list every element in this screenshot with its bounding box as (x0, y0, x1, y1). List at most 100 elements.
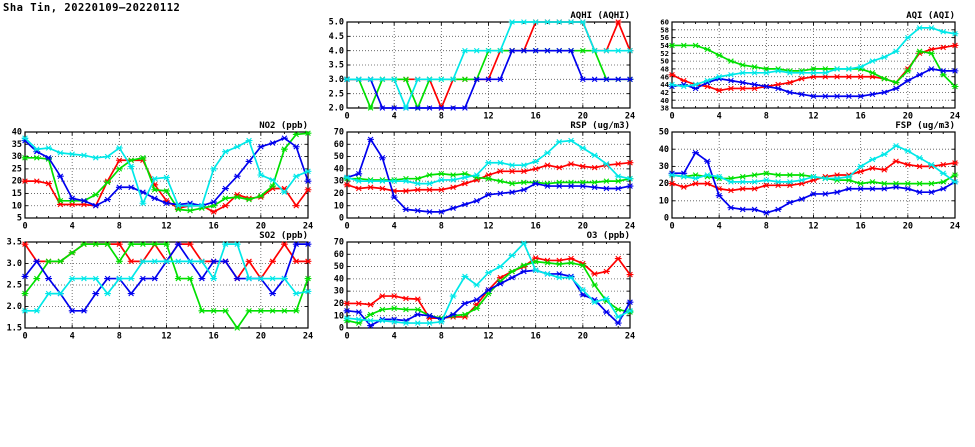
x-tick-label: 4 (717, 112, 722, 122)
y-tick-label: 30 (12, 152, 22, 162)
x-tick-label: 0 (344, 222, 349, 232)
x-tick-label: 24 (303, 332, 313, 342)
y-tick-label: 60 (660, 18, 669, 27)
chart-title: AQI (AQI) (906, 11, 955, 21)
y-tick-label: 2.0 (329, 104, 344, 114)
y-tick-label: 4.5 (329, 32, 344, 42)
series-markers-blue (668, 66, 959, 100)
x-tick-label: 24 (950, 222, 960, 232)
y-tick-label: 58 (660, 25, 669, 34)
y-tick-label: 46 (660, 72, 669, 81)
chart-o3: 0 10 20 30 40 50 60 70 0 4 8 12 16 20 24 O3 (ppb) (322, 228, 636, 342)
x-tick-label: 12 (161, 332, 171, 342)
x-tick-label: 4 (392, 332, 397, 342)
series-markers-cyan (21, 135, 312, 209)
x-tick-label: 4 (392, 222, 397, 232)
x-tick-label: 20 (256, 332, 266, 342)
y-tick-label: 40 (659, 145, 669, 155)
x-tick-label: 8 (117, 332, 122, 342)
y-tick-label: 3.0 (329, 75, 344, 85)
x-tick-label: 0 (669, 222, 674, 232)
x-tick-label: 24 (303, 222, 313, 232)
y-tick-label: 3.5 (329, 61, 344, 71)
series-markers-cyan (21, 241, 312, 314)
y-tick-label: 10 (334, 201, 344, 211)
x-tick-label: 12 (808, 222, 818, 232)
x-tick-label: 16 (209, 332, 219, 342)
series-line-green (24, 243, 309, 330)
x-tick-label: 20 (578, 112, 588, 122)
y-tick-label: 3.5 (7, 238, 22, 248)
y-tick-label: 2.0 (7, 302, 22, 312)
y-tick-label: 3.0 (7, 259, 22, 269)
chart-canvas: 0 10 20 30 40 50 60 70 0 4 8 12 16 20 24 RSP (ug/m3) (334, 121, 635, 232)
y-tick-label: 50 (334, 262, 344, 272)
y-tick-label: 15 (12, 189, 22, 199)
y-tick-label: 20 (334, 299, 344, 309)
series-line-blue (672, 151, 956, 214)
x-tick-label: 16 (856, 222, 866, 232)
x-tick-label: 16 (531, 222, 541, 232)
x-tick-label: 0 (669, 112, 674, 122)
y-tick-label: 20 (659, 179, 669, 189)
x-tick-label: 16 (856, 112, 866, 122)
chart-aqhi: 2.0 2.5 3.0 3.5 4.0 4.5 5.0 0 4 8 12 16 20 24 AQHI (AQ… (322, 8, 636, 122)
x-tick-label: 24 (950, 112, 960, 122)
y-tick-label: 0 (664, 214, 669, 224)
y-tick-label: 40 (12, 128, 22, 138)
series-markers-green (343, 258, 634, 326)
y-tick-label: 42 (660, 88, 669, 97)
x-tick-label: 8 (764, 112, 769, 122)
y-tick-label: 10 (659, 196, 669, 206)
chart-canvas: 5 10 15 20 25 30 35 40 0 4 8 12 16 20 24 NO2 (ppb) (12, 121, 313, 232)
y-tick-label: 5 (17, 214, 22, 224)
chart-canvas: 1.5 2.0 2.5 3.0 3.5 0 4 8 12 16 20 24 SO2 (ppb) (7, 231, 313, 342)
y-tick-label: 4.0 (329, 46, 344, 56)
y-tick-label: 50 (660, 57, 669, 66)
y-tick-label: 38 (660, 104, 669, 113)
y-tick-label: 30 (334, 287, 344, 297)
y-tick-label: 50 (659, 128, 669, 138)
series-markers-cyan (343, 240, 634, 326)
series-line-green (346, 260, 631, 324)
y-tick-label: 54 (660, 41, 669, 50)
x-tick-label: 8 (439, 332, 444, 342)
series-markers-red (343, 159, 634, 194)
x-tick-label: 20 (578, 332, 588, 342)
chart-so2: 1.5 2.0 2.5 3.0 3.5 0 4 8 12 16 20 24 SO2 (ppb) (0, 228, 314, 342)
chart-canvas: 2.0 2.5 3.0 3.5 4.0 4.5 5.0 0 4 8 12 16 20 24 AQHI (AQ… (329, 11, 635, 122)
x-tick-label: 8 (439, 222, 444, 232)
series-markers-green (343, 170, 634, 187)
x-tick-label: 8 (117, 222, 122, 232)
y-tick-label: 0 (339, 214, 344, 224)
chart-canvas: 0 10 20 30 40 50 60 70 0 4 8 12 16 20 24 O3 (ppb) (334, 231, 635, 342)
chart-fsp: 0 10 20 30 40 50 0 4 8 12 16 20 24 FSP (ug/m3) (647, 118, 961, 232)
y-tick-label: 30 (659, 162, 669, 172)
x-tick-label: 16 (531, 112, 541, 122)
series-markers-cyan (668, 142, 959, 185)
series-markers-red (668, 158, 959, 194)
x-tick-label: 12 (808, 112, 818, 122)
y-tick-label: 44 (660, 80, 669, 89)
y-tick-label: 10 (334, 311, 344, 321)
series-markers-blue (668, 149, 959, 216)
x-tick-label: 0 (22, 332, 27, 342)
chart-canvas: 0 10 20 30 40 50 0 4 8 12 16 20 24 FSP (ug/m3) (659, 121, 960, 232)
y-tick-label: 20 (12, 177, 22, 187)
y-tick-label: 20 (334, 189, 344, 199)
x-tick-label: 20 (903, 222, 913, 232)
x-tick-label: 8 (439, 112, 444, 122)
y-tick-label: 2.5 (329, 89, 344, 99)
x-tick-label: 4 (717, 222, 722, 232)
x-tick-label: 24 (625, 222, 635, 232)
y-tick-label: 0 (339, 324, 344, 334)
y-tick-label: 70 (334, 238, 344, 248)
y-tick-label: 10 (12, 201, 22, 211)
chart-title: AQHI (AQHI) (570, 11, 630, 21)
y-tick-label: 52 (660, 49, 669, 58)
series-markers-green (21, 241, 312, 331)
x-tick-label: 20 (256, 222, 266, 232)
y-tick-label: 60 (334, 140, 344, 150)
y-tick-label: 50 (334, 152, 344, 162)
